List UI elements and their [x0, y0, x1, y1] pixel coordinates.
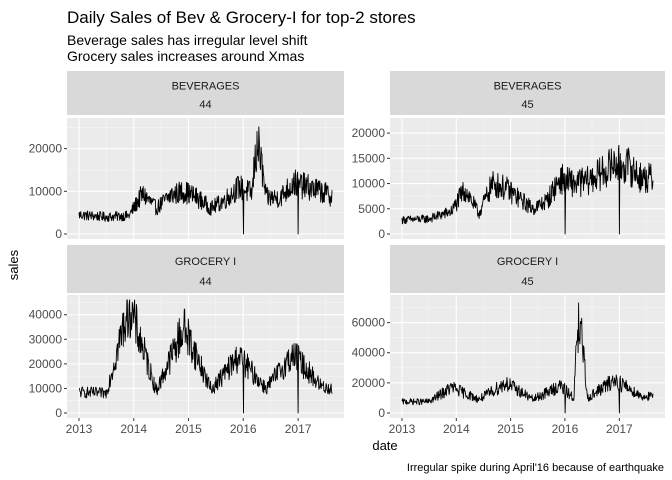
facet-panel: BEVERAGES 44 0 10000 20000 [29, 71, 344, 241]
x-tick-label: 2015 [175, 422, 202, 436]
strip-family-label: GROCERY I [175, 256, 236, 268]
strip-store-label: 44 [199, 276, 211, 288]
x-axis-title: date [372, 438, 397, 453]
chart-title: Daily Sales of Bev & Grocery-I for top-2… [67, 8, 416, 27]
facet-panels: BEVERAGES 44 0 10000 20000 BEVERAGES 45 0 5000 10… [29, 71, 665, 436]
sales-series-line [401, 144, 654, 235]
facet-panel: GROCERY I 45 0 20000 40000 60000 2013 2014 2015 2… [352, 245, 665, 436]
sales-series-line [78, 299, 333, 414]
y-tick-label: 20000 [352, 126, 386, 140]
facet-strip [67, 71, 344, 115]
sales-series-line [78, 126, 333, 235]
facet-panel: GROCERY I 44 0 10000 20000 30000 40000 2013 2014… [29, 245, 344, 436]
y-tick-label: 0 [55, 406, 62, 420]
strip-family-label: BEVERAGES [172, 81, 240, 93]
y-tick-label: 40000 [29, 308, 63, 322]
y-tick-label: 10000 [29, 381, 63, 395]
x-tick-label: 2014 [443, 422, 470, 436]
y-tick-label: 40000 [352, 346, 386, 360]
y-tick-label: 30000 [29, 332, 63, 346]
chart-subtitle-line-2: Grocery sales increases around Xmas [67, 48, 304, 64]
x-tick-label: 2017 [606, 422, 633, 436]
y-tick-label: 5000 [358, 202, 385, 216]
chart-caption: Irregular spike during April'16 because … [407, 462, 664, 474]
y-tick-label: 0 [55, 227, 62, 241]
facet-strip [67, 245, 344, 293]
y-tick-label: 60000 [352, 316, 386, 330]
x-tick-label: 2017 [285, 422, 312, 436]
y-tick-label: 10000 [29, 184, 63, 198]
strip-store-label: 45 [521, 99, 533, 111]
chart-subtitle-line-1: Beverage sales has irregular level shift [67, 32, 308, 48]
x-tick-label: 2014 [120, 422, 147, 436]
strip-family-label: GROCERY I [497, 256, 558, 268]
strip-store-label: 44 [199, 99, 211, 111]
strip-family-label: BEVERAGES [494, 81, 562, 93]
x-tick-label: 2016 [230, 422, 257, 436]
y-tick-label: 20000 [29, 142, 63, 156]
y-axis-title: sales [6, 249, 21, 280]
strip-store-label: 45 [521, 276, 533, 288]
x-tick-label: 2015 [497, 422, 524, 436]
facet-strip [390, 245, 665, 293]
facet-strip [390, 71, 665, 115]
y-tick-label: 20000 [29, 357, 63, 371]
sales-series-line [401, 302, 654, 414]
facet-panel: BEVERAGES 45 0 5000 10000 15000 20000 [352, 71, 665, 241]
y-tick-label: 0 [378, 227, 385, 241]
y-tick-label: 10000 [352, 177, 386, 191]
x-tick-label: 2013 [66, 422, 93, 436]
y-tick-label: 0 [378, 406, 385, 420]
x-tick-label: 2016 [552, 422, 579, 436]
x-tick-label: 2013 [389, 422, 416, 436]
y-tick-label: 20000 [352, 376, 386, 390]
y-tick-label: 15000 [352, 151, 386, 165]
